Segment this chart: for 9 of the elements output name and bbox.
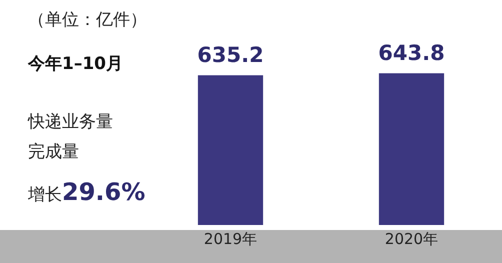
annotation: 增长29.6% (28, 178, 146, 206)
x-tick-label: 2019年 (204, 230, 258, 248)
data-label: 635.2 (197, 43, 264, 68)
text: 快递业务量 (28, 111, 113, 133)
text: 完成量 (28, 141, 79, 163)
x-tick-label: 2020年 (384, 230, 438, 248)
text: （单位：亿件） (28, 9, 147, 31)
data-label: 643.8 (378, 41, 445, 66)
text: 今年1–10月 (28, 53, 123, 75)
